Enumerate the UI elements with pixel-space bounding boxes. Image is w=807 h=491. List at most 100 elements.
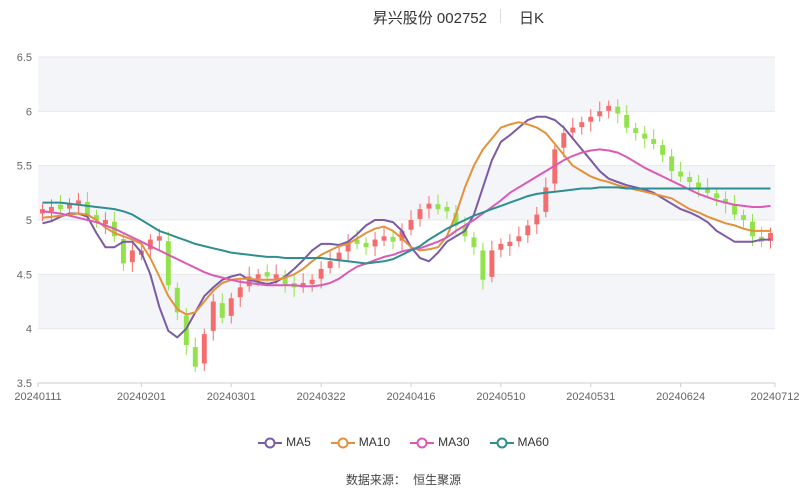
candle-body — [768, 233, 773, 241]
x-tick-label: 20240624 — [656, 391, 705, 403]
ma5-line — [42, 115, 771, 339]
x-tick-label: 20240531 — [566, 391, 615, 403]
candle-body — [696, 182, 702, 188]
candle-body — [318, 268, 324, 279]
x-tick-label: 20240416 — [387, 391, 436, 403]
x-tick-label: 20240712 — [751, 391, 800, 403]
x-tick-label: 20240510 — [476, 391, 525, 403]
candle-body — [93, 215, 99, 220]
candle-body — [606, 105, 612, 111]
candle-body — [219, 303, 225, 318]
y-tick-label: 6 — [26, 106, 32, 118]
chart-header: 昇兴股份 002752 日K — [0, 0, 807, 32]
candle-body — [489, 250, 495, 277]
candle-body — [156, 236, 162, 241]
candle-body — [417, 209, 423, 219]
candle-body — [453, 212, 459, 226]
y-tick-label: 4 — [26, 324, 32, 336]
candle-body — [678, 171, 684, 177]
candle-body — [408, 220, 414, 230]
legend-label: MA30 — [438, 434, 470, 449]
candle-body — [192, 347, 198, 367]
candle-body — [372, 239, 378, 247]
candle-body — [309, 279, 315, 285]
x-tick-label: 20240201 — [117, 391, 166, 403]
candle-body — [228, 298, 234, 316]
candle-body — [705, 187, 711, 193]
candle-body — [543, 187, 549, 212]
candle-body — [57, 204, 63, 210]
candle-body — [741, 215, 747, 220]
legend-label: MA10 — [358, 434, 391, 449]
y-tick-label: 6.5 — [17, 52, 32, 64]
candle-body — [75, 200, 81, 205]
candle-body — [201, 334, 207, 364]
candle-body — [66, 203, 72, 209]
candle-body — [147, 239, 153, 250]
legend-ma60[interactable]: MA60 — [489, 434, 549, 449]
y-tick-label: 5 — [26, 215, 32, 227]
legend-ma5[interactable]: MA5 — [258, 435, 311, 449]
legend-label: MA60 — [517, 434, 549, 449]
chart-legend: MA5 MA10 MA30 MA60 — [0, 434, 807, 449]
candle-body — [273, 274, 279, 279]
candle-body — [516, 236, 522, 242]
candle-body — [651, 139, 657, 144]
candle-body — [129, 250, 135, 263]
candle-body — [624, 114, 630, 128]
legend-ma10[interactable]: MA10 — [330, 434, 391, 449]
data-source: 数据来源： 恒生聚源 — [0, 471, 807, 488]
candle-body — [498, 243, 504, 250]
candle-body — [336, 252, 342, 261]
candle-body — [246, 276, 252, 287]
candle-body — [49, 206, 54, 212]
candle-body — [687, 177, 693, 182]
candle-body — [579, 122, 585, 128]
candle-body — [363, 242, 369, 248]
candle-body — [750, 221, 756, 237]
legend-marker — [489, 437, 514, 449]
legend-label: MA5 — [286, 434, 311, 449]
candle-body — [390, 236, 396, 242]
candle-body — [570, 127, 576, 133]
source-value: 恒生聚源 — [413, 473, 462, 487]
candlestick-chart: 3.5 4 4.5 5 5.5 6 6.5 20240111 20240201 20240301 2… — [14, 52, 800, 403]
grid-band — [38, 165, 775, 220]
candle-body — [444, 206, 450, 212]
candle-body — [660, 145, 666, 155]
candle-body — [165, 241, 171, 286]
x-tick-label: 20240322 — [297, 391, 346, 403]
candle-body — [714, 193, 720, 199]
source-label: 数据来源： — [345, 473, 406, 487]
candle-body — [282, 275, 288, 286]
candle-body — [642, 133, 648, 139]
candle-body — [381, 236, 387, 241]
candle-body — [426, 203, 432, 209]
candle-body — [615, 106, 621, 114]
candle-body — [174, 287, 180, 313]
candle-body — [507, 241, 513, 247]
x-tick-label: 20240301 — [207, 391, 256, 403]
candle-body — [120, 239, 126, 264]
candle-body — [732, 204, 738, 215]
candle-body — [633, 128, 639, 134]
y-tick-label: 4.5 — [17, 269, 32, 281]
period-label[interactable]: 日K — [519, 10, 545, 27]
y-tick-label: 3.5 — [17, 378, 32, 390]
legend-ma30[interactable]: MA30 — [410, 434, 470, 449]
candle-body — [210, 301, 216, 331]
grid-band — [38, 57, 775, 112]
candle-body — [354, 239, 360, 244]
candle-body — [597, 111, 603, 117]
candle-body — [102, 220, 108, 225]
legend-marker — [258, 437, 283, 449]
legend-marker — [410, 437, 435, 449]
candle-body — [669, 156, 675, 172]
candle-body — [264, 272, 270, 277]
candle-body — [723, 198, 729, 204]
candle-body — [399, 230, 405, 241]
candle-body — [435, 204, 441, 210]
candle-body — [345, 241, 351, 252]
ma60-line — [42, 186, 771, 265]
candle-body — [84, 201, 90, 215]
